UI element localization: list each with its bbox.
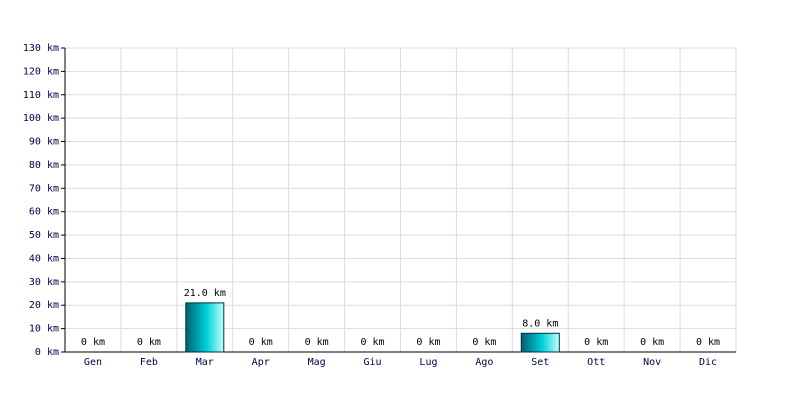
value-label: 8.0 km: [522, 318, 558, 329]
y-tick-label: 50 km: [29, 230, 59, 241]
x-tick-label: Ago: [475, 357, 493, 368]
x-tick-label: Ott: [587, 357, 605, 368]
y-tick-label: 60 km: [29, 207, 59, 218]
x-tick-label: Set: [531, 357, 549, 368]
bar: [520, 332, 560, 353]
y-tick-label: 130 km: [23, 43, 59, 54]
value-label: 0 km: [472, 337, 496, 348]
x-tick-label: Giu: [364, 357, 382, 368]
y-tick-label: 10 km: [29, 324, 59, 335]
x-tick-label: Nov: [643, 357, 661, 368]
y-tick-label: 100 km: [23, 113, 59, 124]
value-label: 0 km: [416, 337, 440, 348]
value-label: 0 km: [137, 337, 161, 348]
x-tick-label: Feb: [140, 357, 158, 368]
value-label: 0 km: [696, 337, 720, 348]
y-tick-label: 40 km: [29, 253, 59, 264]
bar: [185, 302, 225, 353]
value-label: 0 km: [305, 337, 329, 348]
x-tick-label: Mar: [196, 357, 214, 368]
value-label: 0 km: [81, 337, 105, 348]
x-tick-label: Dic: [699, 357, 717, 368]
x-tick-label: Gen: [84, 357, 102, 368]
x-tick-label: Apr: [252, 357, 270, 368]
value-label: 0 km: [249, 337, 273, 348]
value-label: 0 km: [360, 337, 384, 348]
y-tick-label: 110 km: [23, 90, 59, 101]
x-tick-label: Mag: [308, 357, 326, 368]
value-label: 0 km: [640, 337, 664, 348]
y-tick-label: 90 km: [29, 137, 59, 148]
y-tick-label: 30 km: [29, 277, 59, 288]
y-tick-label: 20 km: [29, 300, 59, 311]
y-tick-label: 70 km: [29, 183, 59, 194]
value-label: 0 km: [584, 337, 608, 348]
y-tick-label: 0 km: [35, 347, 59, 358]
y-tick-label: 120 km: [23, 66, 59, 77]
y-tick-label: 80 km: [29, 160, 59, 171]
value-label: 21.0 km: [184, 288, 226, 299]
x-tick-label: Lug: [419, 357, 437, 368]
